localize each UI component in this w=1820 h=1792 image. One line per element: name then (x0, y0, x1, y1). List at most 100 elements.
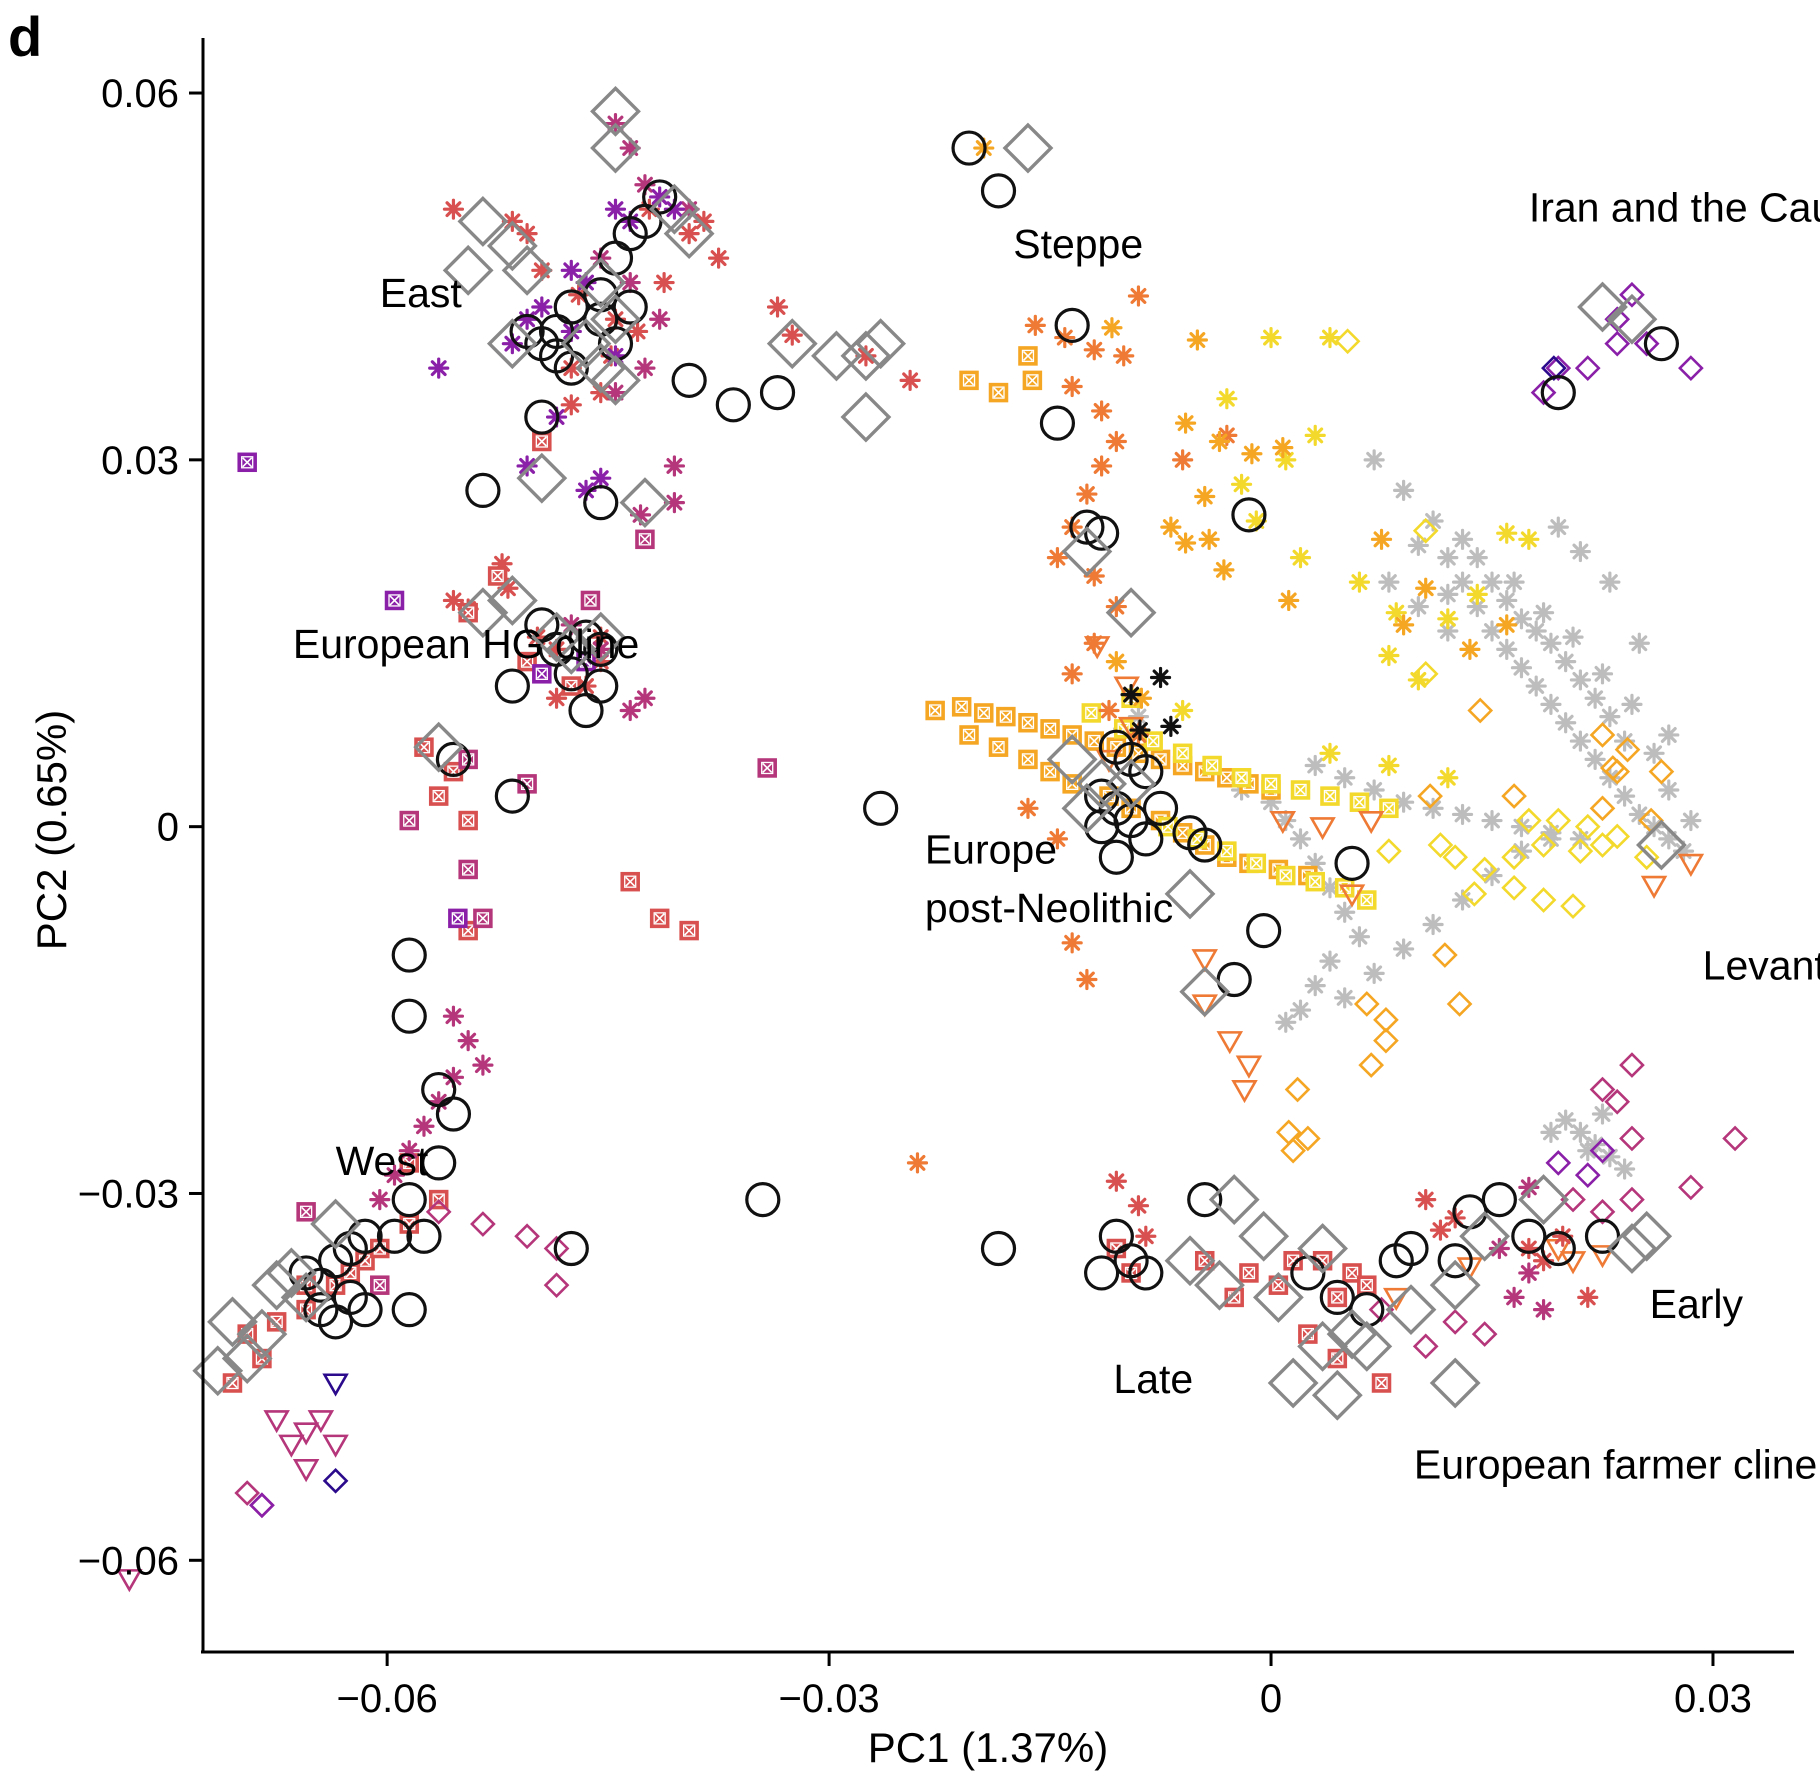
data-point (1604, 758, 1631, 785)
data-point (1054, 326, 1076, 349)
data-point (1235, 1055, 1263, 1079)
data-point (1412, 1333, 1439, 1360)
data-point (1061, 375, 1083, 398)
data-point (1342, 1263, 1362, 1283)
data-point (1120, 684, 1142, 706)
data-point (1128, 754, 1164, 790)
data-point (1069, 509, 1105, 545)
data-point (1334, 767, 1356, 789)
data-point (1621, 1210, 1673, 1262)
data-point (486, 318, 538, 370)
data-point (1461, 881, 1488, 907)
data-point (1437, 767, 1459, 789)
x-tick-label: 0.03 (1674, 1677, 1752, 1721)
data-point (486, 575, 538, 626)
data-point (1643, 742, 1665, 764)
data-point (575, 342, 627, 394)
data-point (531, 296, 553, 318)
data-point (1648, 758, 1675, 785)
data-point (840, 330, 892, 382)
data-point (236, 1308, 288, 1360)
data-point (1407, 534, 1429, 557)
data-point (1606, 293, 1658, 345)
data-point (1383, 1287, 1410, 1312)
data-point (1569, 1121, 1591, 1143)
data-point (1272, 437, 1294, 459)
data-point (1061, 526, 1113, 577)
data-point (442, 198, 465, 220)
data-point (619, 137, 641, 159)
data-point (486, 220, 538, 272)
data-point (663, 208, 715, 260)
data-point (1530, 379, 1557, 406)
series-star-1 (1172, 326, 1540, 789)
data-point (1574, 1162, 1601, 1188)
data-point (590, 293, 641, 345)
data-point (988, 737, 1009, 757)
data-point (1164, 1235, 1216, 1287)
data-point (1437, 1243, 1473, 1279)
data-point (1091, 400, 1113, 422)
data-point (1129, 719, 1151, 741)
data-point (292, 1459, 320, 1483)
data-point (1191, 949, 1218, 973)
data-point (1319, 877, 1341, 899)
annotation-label: East (380, 270, 463, 316)
data-point (1510, 840, 1533, 862)
data-point (1194, 485, 1216, 508)
data-point (560, 259, 582, 281)
data-point (1230, 473, 1253, 495)
data-point (1348, 926, 1371, 948)
data-point (265, 1247, 317, 1299)
data-point (619, 699, 641, 722)
data-point (1555, 1109, 1577, 1131)
data-point (509, 313, 545, 350)
data-point (1239, 1263, 1259, 1283)
data-point (1373, 1007, 1399, 1033)
data-point (1017, 797, 1039, 819)
data-point (1083, 565, 1105, 587)
data-point (996, 706, 1016, 727)
data-point (1467, 697, 1494, 724)
data-point (545, 623, 597, 675)
data-point (310, 1198, 361, 1250)
data-point (626, 320, 649, 343)
data-point (1269, 810, 1297, 835)
data-point (1334, 328, 1361, 355)
data-point (1577, 1140, 1599, 1162)
data-point (757, 758, 777, 778)
data-point (1574, 355, 1601, 381)
data-point (1562, 626, 1584, 648)
series-diamond-16 (249, 281, 1704, 1519)
data-point (428, 786, 449, 806)
y-tick-label: −0.03 (78, 1172, 179, 1216)
data-point (1076, 968, 1098, 991)
data-point (715, 387, 751, 423)
data-point (575, 479, 597, 502)
data-point (560, 394, 582, 416)
data-point (1515, 807, 1542, 834)
data-point (951, 130, 987, 166)
data-point (1319, 950, 1341, 972)
data-point (1083, 339, 1105, 361)
data-point (1289, 828, 1312, 850)
data-point (1407, 595, 1429, 618)
data-point (398, 1140, 420, 1162)
data-point (1518, 1174, 1569, 1225)
data-point (855, 318, 907, 370)
data-point (1560, 1186, 1586, 1213)
data-point (442, 244, 494, 296)
data-point (1422, 510, 1444, 532)
data-point (1621, 693, 1643, 715)
data-point (1024, 314, 1046, 336)
data-point (1252, 1272, 1304, 1323)
data-point (561, 676, 582, 696)
data-point (1633, 330, 1660, 357)
data-point (1547, 516, 1569, 538)
data-point (988, 382, 1009, 403)
data-point (1358, 1052, 1385, 1078)
data-point (1658, 724, 1680, 746)
data-point (1101, 317, 1123, 339)
data-point (959, 725, 979, 745)
data-point (543, 1272, 570, 1299)
